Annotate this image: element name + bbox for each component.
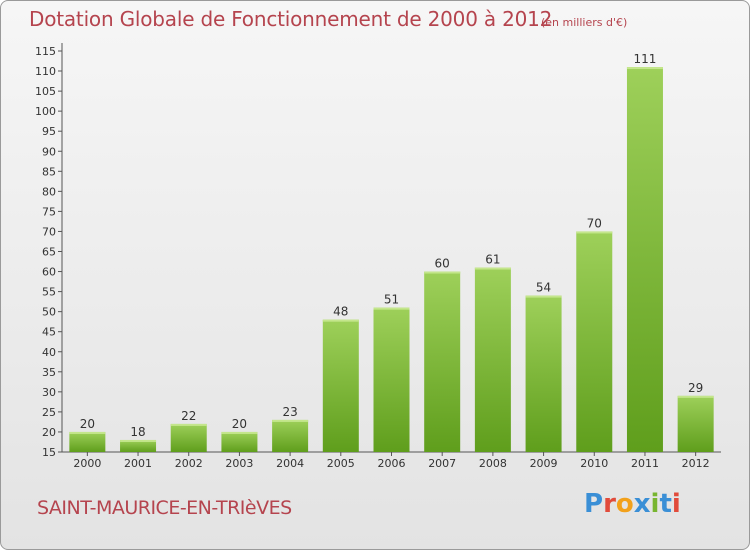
y-tick-label: 115 <box>35 45 56 58</box>
bar <box>677 395 714 452</box>
y-tick-label: 85 <box>42 165 56 178</box>
y-tick-label: 100 <box>35 105 56 118</box>
y-tick-label: 75 <box>42 205 56 218</box>
logo-letter: o <box>615 489 634 519</box>
bar-highlight <box>677 395 714 398</box>
commune-name: SAINT-MAURICE-EN-TRIèVES <box>37 497 292 519</box>
data-labels: 20 18 22 20 23 48 51 60 61 54 70 111 29 <box>80 52 704 439</box>
data-label: 20 <box>232 417 247 431</box>
bar-highlight <box>626 67 663 70</box>
y-tick-label: 20 <box>42 426 56 439</box>
bar <box>170 423 207 452</box>
axes: 15 20 25 30 35 40 45 50 55 60 65 70 75 80 85 90 95 100 105… <box>35 43 721 470</box>
data-label: 60 <box>435 257 450 271</box>
logo-letter: x <box>633 489 651 519</box>
bar <box>69 431 106 452</box>
x-tick-label: 2005 <box>327 457 355 470</box>
bar <box>373 307 410 452</box>
data-label: 48 <box>333 305 348 319</box>
x-tick-label: 2010 <box>580 457 608 470</box>
y-tick-label: 55 <box>42 286 56 299</box>
bar <box>120 439 157 452</box>
bar-highlight <box>576 231 613 234</box>
data-label: 61 <box>485 253 500 267</box>
x-tick-label: 2001 <box>124 457 152 470</box>
bar-highlight <box>525 295 562 298</box>
bar-highlight <box>120 439 157 442</box>
y-tick-label: 110 <box>35 65 56 78</box>
x-tick-label: 2002 <box>175 457 203 470</box>
y-tick-label: 70 <box>42 225 56 238</box>
data-label: 29 <box>688 381 703 395</box>
y-tick-label: 35 <box>42 366 56 379</box>
x-tick-label: 2012 <box>682 457 710 470</box>
y-tick-label: 65 <box>42 246 56 259</box>
x-tick-label: 2003 <box>225 457 253 470</box>
bar-highlight <box>424 271 461 274</box>
logo-letter: i <box>671 489 681 519</box>
y-tick-label: 40 <box>42 346 56 359</box>
bar-highlight <box>373 307 410 310</box>
bar <box>525 295 562 452</box>
bar-highlight <box>322 319 359 322</box>
bar <box>272 419 309 452</box>
y-tick-label: 30 <box>42 386 56 399</box>
bar <box>424 271 461 452</box>
bar-highlight <box>170 423 207 426</box>
y-tick-label: 95 <box>42 125 56 138</box>
bar <box>322 319 359 452</box>
x-tick-label: 2007 <box>428 457 456 470</box>
y-tick-label: 45 <box>42 326 56 339</box>
y-tick-label: 90 <box>42 145 56 158</box>
bar-highlight <box>221 431 258 434</box>
x-tick-label: 2004 <box>276 457 304 470</box>
bar <box>626 67 663 452</box>
bar <box>474 267 511 452</box>
data-label: 51 <box>384 293 399 307</box>
y-tick-label: 80 <box>42 185 56 198</box>
data-label: 54 <box>536 281 551 295</box>
y-tick-label: 105 <box>35 85 56 98</box>
bar-highlight <box>69 431 106 434</box>
proxiti-logo[interactable]: Proxiti <box>584 489 681 519</box>
bar <box>221 431 258 452</box>
data-label: 18 <box>130 425 145 439</box>
data-label: 111 <box>634 52 657 66</box>
data-label: 23 <box>282 405 297 419</box>
data-label: 70 <box>587 216 602 230</box>
bar-highlight <box>272 419 309 422</box>
y-tick-label: 50 <box>42 306 56 319</box>
logo-letter: r <box>603 489 616 519</box>
chart-unit: (en milliers d'€) <box>541 16 628 29</box>
data-label: 20 <box>80 417 95 431</box>
x-tick-label: 2009 <box>530 457 558 470</box>
bar-highlight <box>474 267 511 270</box>
bars <box>69 67 714 452</box>
y-tick-label: 25 <box>42 406 56 419</box>
x-tick-label: 2006 <box>378 457 406 470</box>
logo-letter: P <box>584 489 604 519</box>
x-tick-label: 2008 <box>479 457 507 470</box>
logo-letter: t <box>659 489 672 519</box>
x-tick-label: 2011 <box>631 457 659 470</box>
x-tick-label: 2000 <box>73 457 101 470</box>
bar <box>576 231 613 452</box>
y-tick-label: 15 <box>42 446 56 459</box>
data-label: 22 <box>181 409 196 423</box>
y-tick-label: 60 <box>42 266 56 279</box>
logo-letter: i <box>650 489 660 519</box>
chart-title: Dotation Globale de Fonctionnement de 20… <box>29 7 553 31</box>
